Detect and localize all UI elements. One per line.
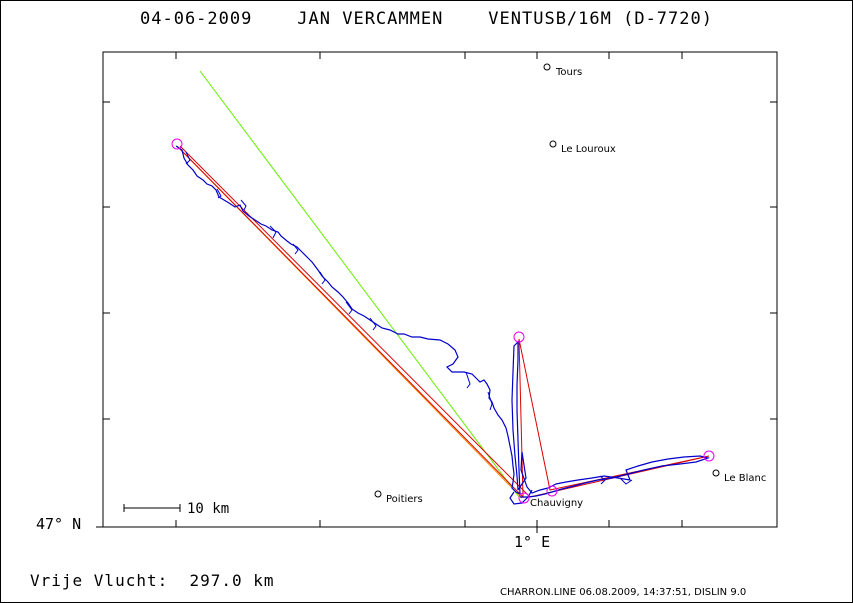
longitude-label: 1° E <box>514 533 551 551</box>
turnpoint-start <box>171 138 183 150</box>
flight-title: 04-06-2009 JAN VERCAMMEN VENTUSB/16M (D-… <box>140 9 713 29</box>
town-chauvigny: Chauvigny <box>530 498 583 509</box>
plot-area <box>102 51 778 528</box>
bottom-ticks <box>175 520 683 533</box>
distance-text: Vrije Vlucht: 297.0 km <box>30 571 275 590</box>
town-label-le-blanc: Le Blanc <box>724 473 766 484</box>
scale-bar <box>123 504 181 512</box>
right-ticks <box>770 101 777 420</box>
town-label-chauvigny: Chauvigny <box>530 498 583 509</box>
town-le-louroux: Le Louroux <box>549 140 616 155</box>
turnpoint-east <box>703 450 715 462</box>
turnpoint-north <box>513 331 525 343</box>
town-marker <box>712 469 720 477</box>
town-le-blanc: Le Blanc <box>712 469 766 484</box>
turnpoints <box>171 138 715 504</box>
town-label-tours: Tours <box>555 67 582 78</box>
task-lines <box>178 145 710 499</box>
town-label-le-louroux: Le Louroux <box>561 144 616 155</box>
scale-bar-label: 10 km <box>187 501 229 517</box>
town-label-poitiers: Poitiers <box>386 494 423 505</box>
top-ticks <box>175 52 683 59</box>
town-marker <box>543 63 551 71</box>
flight-track <box>175 145 711 505</box>
town-tours: Tours <box>543 63 582 78</box>
footer-text: CHARRON.LINE 06.08.2009, 14:37:51, DISLI… <box>500 587 747 598</box>
turnpoint-south-2 <box>546 485 558 497</box>
reference-line <box>199 70 520 498</box>
turnpoint-south-1 <box>518 492 530 504</box>
left-ticks <box>103 101 110 420</box>
town-poitiers: Poitiers <box>374 490 423 505</box>
town-marker <box>374 490 382 498</box>
latitude-label: 47° N <box>36 515 82 533</box>
town-marker <box>549 140 557 148</box>
track-details <box>185 151 633 485</box>
